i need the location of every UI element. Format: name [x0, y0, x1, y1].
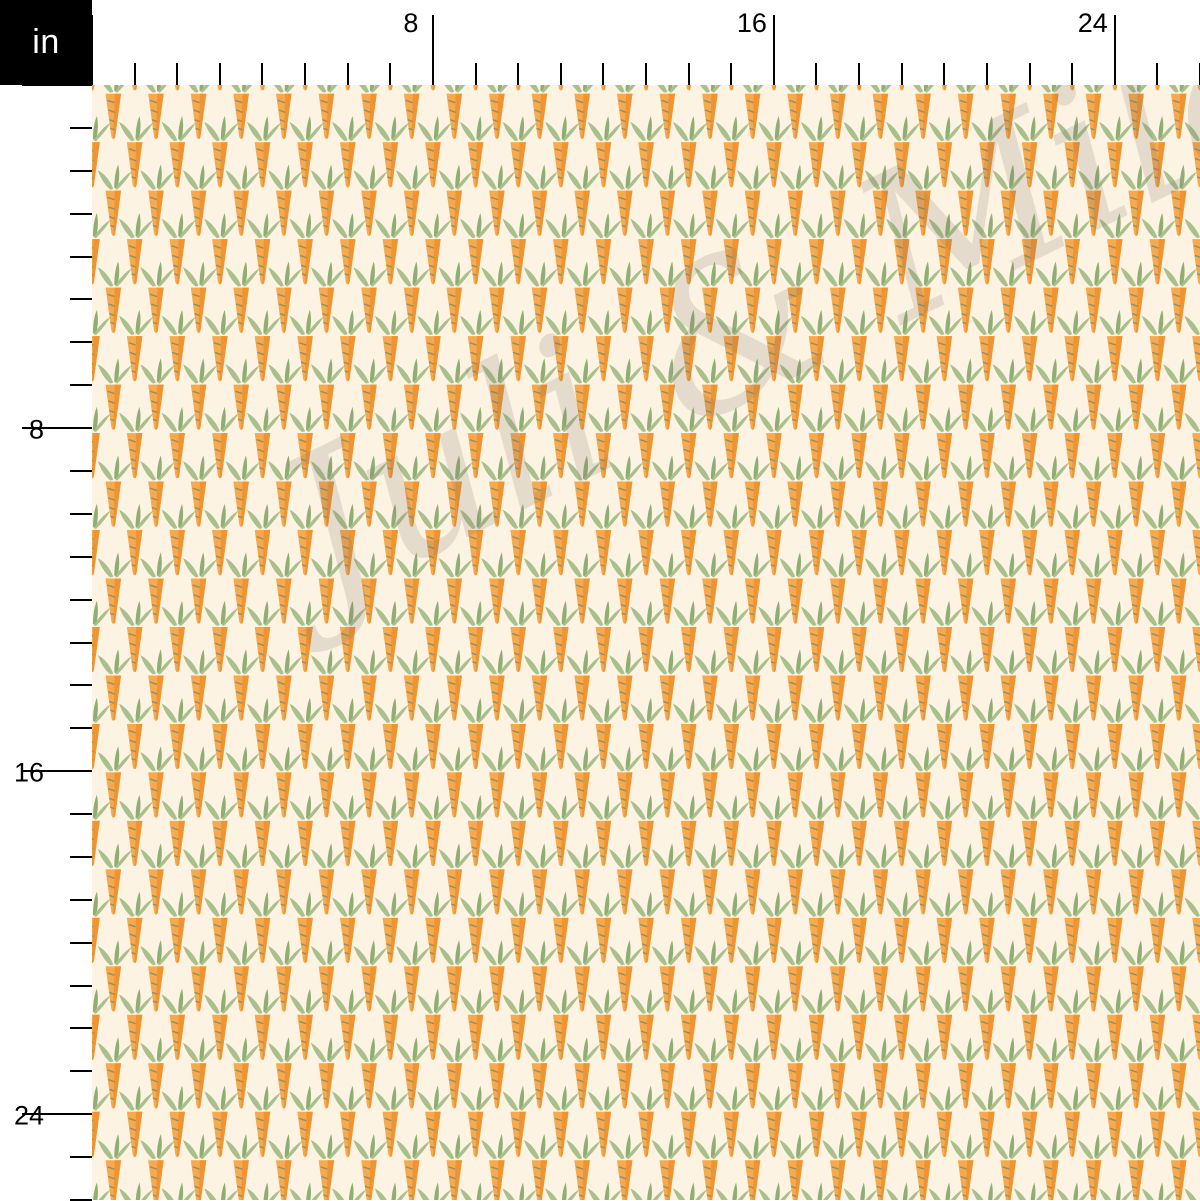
- ruler-tick-minor-v: [70, 126, 92, 129]
- ruler-tick-minor-v: [70, 1070, 92, 1073]
- ruler-horizontal: 8 16 24: [91, 0, 1200, 85]
- ruler-tick-minor-v: [70, 598, 92, 601]
- ruler-tick-minor-v: [70, 212, 92, 215]
- ruler-tick-minor-h: [133, 63, 136, 85]
- ruler-tick-major-v: [22, 427, 92, 430]
- ruler-tick-minor-h: [218, 63, 221, 85]
- ruler-tick-minor-h: [815, 63, 818, 85]
- fabric-swatch[interactable]: [92, 85, 1200, 1200]
- ruler-tick-minor-h: [985, 63, 988, 85]
- ruler-label-h: 16: [736, 8, 767, 38]
- ruler-tick-minor-h: [389, 63, 392, 85]
- ruler-tick-minor-v: [70, 255, 92, 258]
- ruler-tick-minor-v: [70, 384, 92, 387]
- ruler-tick-major-h: [1113, 15, 1116, 85]
- ruler-tick-minor-h: [730, 63, 733, 85]
- ruler-tick-minor-v: [70, 941, 92, 944]
- ruler-label-h: 8: [403, 8, 419, 38]
- ruler-tick-minor-h: [559, 63, 562, 85]
- ruler-tick-minor-h: [517, 63, 520, 85]
- carrot-pattern: [92, 85, 1200, 1200]
- ruler-tick-minor-h: [943, 63, 946, 85]
- ruler-tick-minor-v: [70, 469, 92, 472]
- ruler-tick-minor-h: [858, 63, 861, 85]
- ruler-tick-minor-v: [70, 341, 92, 344]
- ruler-tick-minor-v: [70, 684, 92, 687]
- ruler-tick-minor-v: [70, 984, 92, 987]
- ruler-tick-minor-v: [70, 298, 92, 301]
- ruler-tick-minor-h: [687, 63, 690, 85]
- ruler-tick-minor-h: [645, 63, 647, 85]
- ruler-tick-major-h: [772, 15, 775, 85]
- ruler-tick-minor-v: [70, 555, 92, 558]
- ruler-tick-major-v: [22, 84, 92, 86]
- ruler-tick-minor-v: [70, 512, 92, 515]
- ruler-tick-minor-v: [70, 727, 92, 730]
- ruler-tick-minor-v: [70, 1027, 92, 1030]
- ruler-tick-minor-h: [176, 63, 179, 85]
- ruler-tick-minor-h: [1156, 63, 1159, 85]
- ruler-tick-minor-v: [70, 169, 92, 172]
- ruler-tick-major-h: [431, 15, 434, 85]
- ruler-tick-minor-h: [900, 63, 903, 85]
- ruler-tick-minor-h: [261, 63, 264, 85]
- ruler-label-v: 24: [13, 1100, 44, 1131]
- ruler-tick-major-v: [22, 770, 92, 773]
- ruler-tick-minor-h: [1028, 63, 1031, 85]
- ruler-tick-minor-h: [1071, 63, 1074, 85]
- ruler-tick-minor-h: [474, 63, 477, 85]
- ruler-label-v: 16: [13, 757, 44, 788]
- ruler-tick-minor-v: [70, 1156, 92, 1159]
- ruler-tick-minor-v: [70, 855, 92, 858]
- ruler-tick-minor-v: [70, 813, 92, 816]
- ruler-vertical: 8 16 24: [0, 84, 92, 1201]
- ruler-tick-minor-h: [602, 63, 605, 85]
- ruler-tick-minor-v: [70, 641, 92, 644]
- ruler-tick-minor-h: [346, 63, 349, 85]
- ruler-label-v: 8: [28, 414, 44, 445]
- ruler-tick-minor-h: [304, 63, 307, 85]
- ruler-tick-minor-v: [70, 898, 92, 901]
- ruler-tick-major-v: [22, 1113, 92, 1116]
- unit-badge: in: [0, 0, 92, 85]
- ruler-label-h: 24: [1077, 8, 1108, 38]
- ruler-tick-major-h: [91, 15, 93, 85]
